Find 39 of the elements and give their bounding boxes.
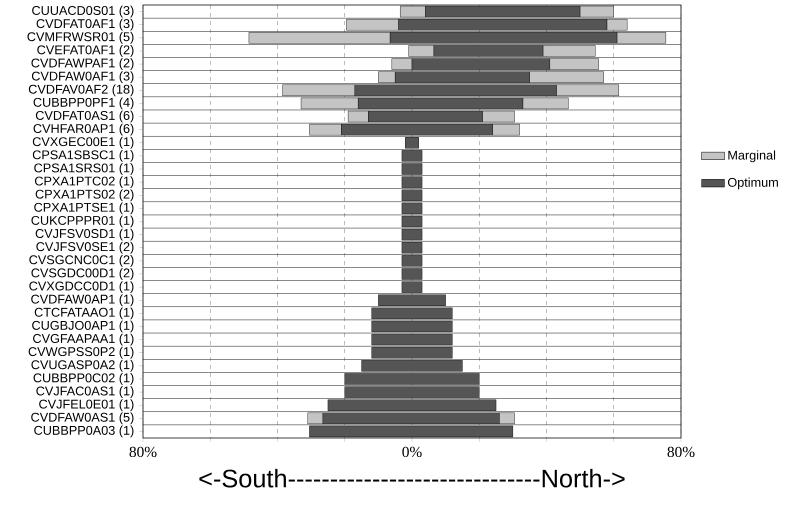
y-tick-label: CPXA1PTC02 (1)	[34, 176, 134, 188]
y-tick-label: CPXA1PTSE1 (1)	[34, 202, 134, 214]
y-tick-label: CUBBPP0A03 (1)	[34, 426, 134, 438]
y-tick-label: CVEFAT0AF1 (2)	[37, 45, 134, 57]
y-tick-label: CVXGDCC0D1 (1)	[29, 281, 134, 294]
y-tick-label: CVGFAAPAA1 (1)	[33, 334, 134, 346]
y-tick-label: CPSA1SBSC1 (1)	[32, 150, 134, 162]
y-tick-label: CUUACD0S01 (3)	[32, 6, 134, 18]
y-tick-label: CVSGCNC0C1 (2)	[29, 254, 134, 267]
y-tick-label: CVJFEL0E01 (1)	[39, 399, 134, 412]
legend-label: Optimum	[728, 178, 778, 190]
legend-label: Marginal	[728, 150, 776, 162]
y-tick-label: CVDFAV0AF2 (18)	[28, 84, 134, 96]
x-tick-label: 0%	[402, 446, 422, 458]
y-tick-label: CUBBPP0PF1 (4)	[34, 98, 134, 110]
y-tick-label: CVDFAWPAF1 (2)	[31, 58, 134, 70]
y-tick-label: CVXGEC00E1 (1)	[32, 136, 134, 149]
y-tick-label: CVDFAT0AF1 (3)	[36, 18, 134, 31]
x-tick-label: 80%	[130, 446, 157, 458]
y-tick-label: CVDFAW0AF1 (3)	[32, 71, 134, 84]
y-tick-label: CUGBJO0AP1 (1)	[32, 320, 134, 332]
y-tick-label: CVDFAT0AS1 (6)	[36, 110, 134, 122]
y-tick-label: CVJFAC0AS1 (1)	[36, 386, 134, 398]
x-tick-label: 80%	[668, 446, 695, 458]
y-tick-label: CPXA1PTS02 (2)	[36, 189, 134, 202]
y-tick-label: CVJFSV0SE1 (2)	[36, 242, 134, 254]
y-tick-label: CVDFAW0AS1 (5)	[31, 412, 134, 424]
y-tick-label: CUBBPP0C02 (1)	[34, 373, 134, 385]
y-tick-label: CTCFATAAO1 (1)	[34, 307, 134, 320]
y-tick-label: CVHFAR0AP1 (6)	[34, 124, 134, 136]
y-tick-label: CVMFRWSR01 (5)	[27, 32, 134, 44]
y-tick-label: CVJFSV0SD1 (1)	[36, 228, 134, 241]
y-tick-label: CUKCPPPR01 (1)	[31, 216, 134, 228]
x-axis-title: <-South------------------------------North->	[199, 468, 625, 488]
y-tick-label: CVUGASP0A2 (1)	[31, 360, 134, 372]
y-tick-label: CVSGDC00D1 (2)	[31, 268, 134, 280]
y-tick-label: CPSA1SRS01 (1)	[34, 163, 134, 175]
y-tick-label: CVDFAW0AP1 (1)	[31, 294, 134, 306]
y-tick-label: CVWGPSS0P2 (1)	[28, 346, 134, 359]
